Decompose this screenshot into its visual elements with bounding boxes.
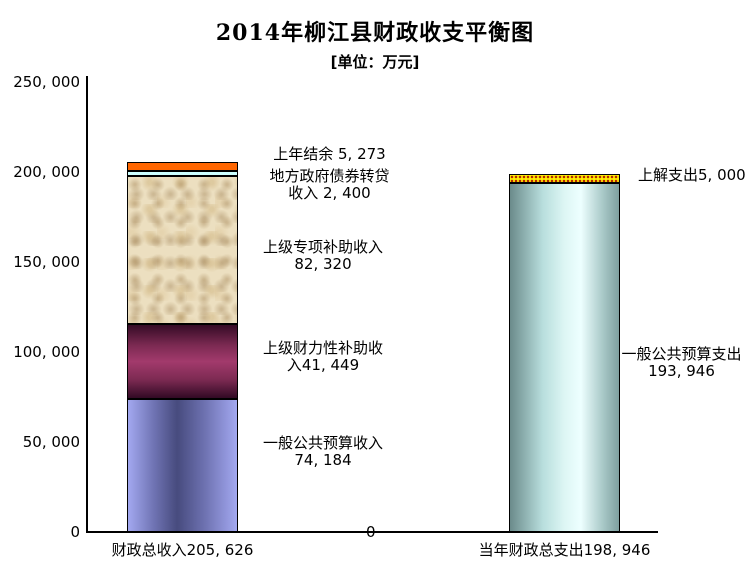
segment-local-government-bond-transfer-revenue	[127, 171, 238, 176]
y-axis-tick-label: 0	[70, 523, 80, 541]
y-axis-tick-label: 150, 000	[13, 253, 80, 271]
chart-subtitle: [单位：万元]	[330, 53, 420, 71]
y-axis-tick-label: 200, 000	[13, 163, 80, 181]
y-axis-line	[86, 76, 88, 533]
segment-superior-special-subsidy-revenue	[127, 175, 238, 324]
segment-general-public-budget-revenue	[127, 398, 238, 532]
segment-superior-financial-subsidy-revenue	[127, 323, 238, 399]
chart-title: 2014年柳江县财政收支平衡图	[215, 20, 535, 46]
label-local-government-bond-transfer-revenue: 地方政府债券转贷 收入 2, 400	[269, 167, 390, 202]
stray-zero-label: 0	[366, 523, 376, 541]
label-superior-special-subsidy-revenue: 上级专项补助收入 82, 320	[262, 238, 383, 273]
y-axis-tick-label: 50, 000	[22, 433, 80, 451]
y-axis-tick-label: 100, 000	[13, 343, 80, 361]
label-upward-remitted-expenditure: 上解支出5, 000	[638, 166, 746, 184]
segment-prior-year-carryover	[127, 161, 238, 172]
label-general-public-budget-revenue: 一般公共预算收入 74, 184	[262, 434, 383, 469]
category-label-total-revenue: 财政总收入205, 626	[111, 541, 254, 559]
expenditure-stacked-bar	[509, 173, 620, 532]
x-axis-line	[86, 531, 658, 533]
label-superior-financial-subsidy-revenue: 上级财力性补助收 入41, 449	[262, 339, 383, 374]
segment-upward-remitted-expenditure	[509, 173, 620, 183]
category-label-total-expenditure: 当年财政总支出198, 946	[478, 541, 651, 559]
label-general-public-budget-expenditure: 一般公共预算支出 193, 946	[621, 345, 742, 380]
y-axis-tick-label: 250, 000	[13, 73, 80, 91]
revenue-stacked-bar	[127, 161, 238, 532]
segment-general-public-budget-expenditure	[509, 182, 620, 532]
label-prior-year-carryover: 上年结余 5, 273	[273, 145, 386, 163]
